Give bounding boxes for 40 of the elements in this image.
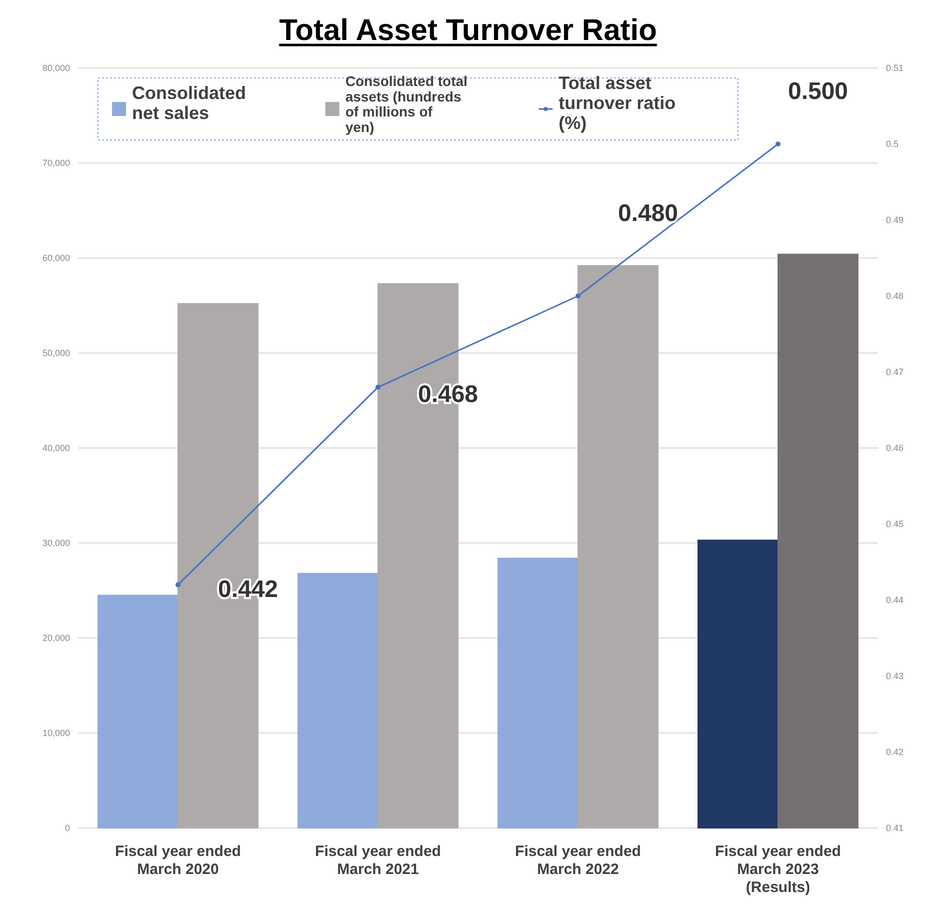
y2-tick-label: 0.42 [886,746,904,757]
bar [778,254,858,828]
y2-tick-label: 0.41 [886,822,904,833]
legend-label: Consolidated total assets (hundreds of millions of yen) [345,72,468,136]
y2-tick-label: 0.45 [886,518,904,529]
y-tick-label: 70,000 [42,158,70,168]
x-tick-label: Fiscal year ended March 2022 [515,843,641,878]
y2-tick-label: 0.51 [886,62,904,73]
point [576,294,580,298]
y-tick-label: 60,000 [42,252,70,263]
bar [698,540,778,828]
data-label: 0.480 [618,200,678,227]
bar [98,594,178,828]
y-tick-label: 20,000 [42,632,70,643]
y-tick-label: 40,000 [42,442,70,453]
chart-title: Total Asset Turnover Ratio [279,14,657,47]
y2-tick-label: 0.44 [886,594,904,605]
y-tick-label: 50,000 [42,348,70,358]
y2-tick-label: 0.49 [886,214,904,225]
y2-tick-label: 0.46 [886,442,904,453]
bar [498,558,578,828]
x-tick-label: Fiscal year ended March 2021 [315,843,441,878]
legend-label: Consolidated net sales [132,83,246,123]
x-tick-label: Fiscal year ended March 2023 (Results) [715,843,841,896]
data-label: 0.500 [788,78,848,105]
y2-tick-label: 0.43 [886,670,904,681]
point [776,142,780,146]
bar [578,265,658,828]
y2-tick-label: 0.47 [886,366,904,377]
y2-tick-label: 0.48 [886,290,904,301]
y-tick-label: 0 [64,822,70,833]
y-tick-label: 30,000 [42,538,70,548]
bar [298,572,378,828]
point [176,582,180,588]
x-tick-label: Fiscal year ended March 2020 [115,843,241,878]
y-tick-label: 10,000 [42,728,70,738]
point [376,384,380,390]
legend-label: Total asset turnover ratio (%) [558,73,676,133]
y-tick-label: 80,000 [42,62,70,73]
y2-tick-label: 0.5 [886,138,899,149]
